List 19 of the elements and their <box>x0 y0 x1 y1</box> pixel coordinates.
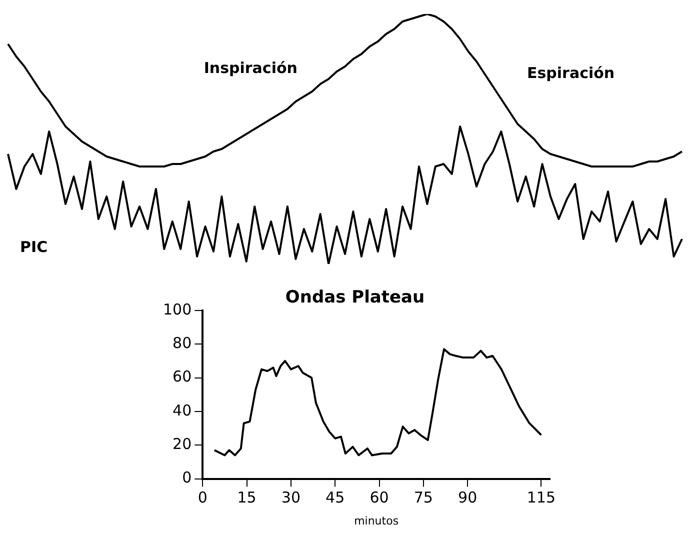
y-tick-label: 0 <box>182 468 192 487</box>
chart-title: Ondas Plateau <box>285 288 425 308</box>
x-tick-label: 0 <box>198 488 208 507</box>
x-tick-label: 15 <box>237 488 256 507</box>
y-tick-label: 20 <box>172 435 192 454</box>
annotation: Espiración <box>526 64 615 82</box>
annotation: Inspiración <box>204 58 298 77</box>
y-tick-label: 40 <box>172 401 192 420</box>
x-tick-label: 90 <box>458 488 478 507</box>
x-tick-label: 115 <box>526 488 556 507</box>
x-tick-label: 30 <box>281 488 300 507</box>
text: PIC <box>20 238 48 256</box>
y-tick-label: 80 <box>172 334 192 352</box>
x-axis-title: minutos <box>354 514 399 528</box>
x-tick-label: 60 <box>370 488 389 507</box>
x-tick-label: 75 <box>414 488 433 507</box>
y-tick-label: 100 <box>162 300 192 318</box>
y-tick-label: 60 <box>172 368 192 386</box>
x-tick-label: 45 <box>326 488 345 507</box>
